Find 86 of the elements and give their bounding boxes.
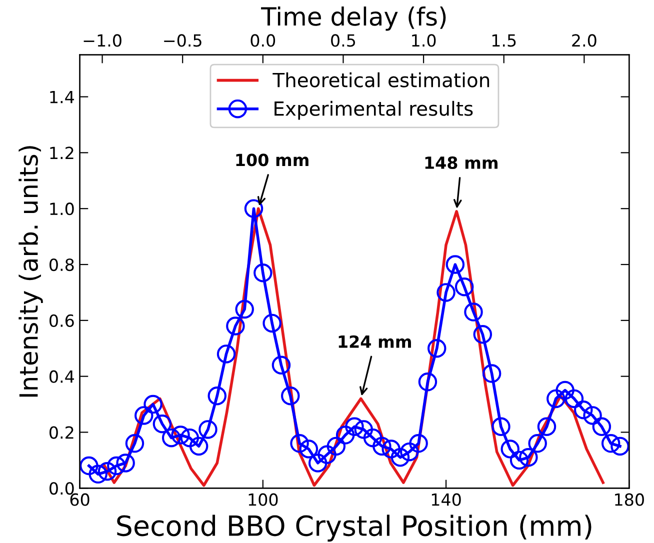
annotation: 124 mm (338, 335, 411, 348)
y-tick-label: 1.2 (50, 146, 74, 160)
point (537, 417, 556, 436)
point (528, 434, 547, 453)
point (235, 300, 254, 319)
point (556, 380, 574, 400)
x-axis-title: Second BBO Crystal Position (mm) (117, 514, 592, 542)
y-tick-label: 0.2 (50, 426, 74, 439)
x2-tick-label: 0.0 (250, 34, 276, 47)
point (492, 417, 510, 436)
point (583, 406, 602, 425)
x2-tick-label: −0.5 (164, 34, 202, 47)
point (354, 420, 373, 439)
x2-tick-label: 1.0 (412, 34, 436, 47)
x2-axis-title: Time delay (fs) (261, 6, 446, 31)
point (464, 302, 483, 322)
point (290, 434, 309, 453)
point (473, 325, 492, 344)
y-tick-label: 1.0 (50, 202, 74, 216)
point (564, 389, 584, 408)
point (363, 428, 382, 448)
x-tick-label: 100 (248, 493, 278, 506)
annotation: 100 mm (236, 154, 308, 166)
point (345, 417, 364, 436)
y-tick-label: 0.6 (50, 314, 74, 327)
point (418, 372, 438, 392)
point (336, 426, 355, 444)
point (208, 386, 227, 406)
point (454, 277, 474, 296)
point (446, 255, 465, 274)
point (189, 436, 208, 456)
point (318, 445, 336, 464)
point (88, 464, 108, 484)
point (125, 434, 144, 453)
point (372, 436, 392, 456)
point (592, 417, 612, 436)
y-tick-label: 1.4 (50, 90, 74, 104)
point (427, 339, 446, 358)
point (308, 454, 328, 472)
point (262, 314, 282, 333)
annotation: 148 mm (425, 156, 498, 170)
y-axis-title: Intensity (arb. units) (18, 146, 43, 397)
point (226, 316, 245, 336)
point (400, 442, 419, 462)
point (500, 440, 520, 458)
point (281, 386, 300, 406)
point (198, 420, 218, 439)
point (180, 428, 200, 448)
x2-tick-label: 1.5 (492, 34, 516, 47)
y-tick-label: 0.0 (50, 482, 74, 495)
x-tick-label: 180 (615, 493, 644, 506)
point (272, 356, 291, 375)
point (436, 283, 456, 302)
point (326, 436, 346, 456)
point (171, 426, 190, 444)
point (601, 434, 620, 453)
point (546, 389, 566, 408)
y-tick-label: 0.8 (50, 258, 74, 272)
point (254, 264, 272, 282)
point (152, 414, 172, 434)
x2-tick-label: 2.0 (572, 34, 596, 47)
x-tick-label: 60 (70, 493, 90, 506)
point (134, 406, 154, 425)
point (482, 364, 502, 383)
point (519, 448, 538, 467)
point (244, 199, 264, 218)
x-tick-label: 140 (432, 493, 461, 506)
point (510, 450, 529, 470)
point (144, 394, 162, 414)
point (162, 428, 181, 448)
x2-tick-label: −1.0 (84, 34, 122, 47)
legend-label: Theoretical estimation (272, 72, 490, 88)
legend-label: Experimental results (274, 100, 473, 120)
point (98, 462, 117, 481)
point (409, 434, 428, 453)
point (107, 456, 126, 476)
point (382, 440, 400, 458)
point (574, 400, 593, 420)
point (216, 344, 236, 364)
point (80, 456, 98, 476)
y-tick-label: 0.4 (50, 370, 74, 383)
point (610, 436, 630, 456)
point (116, 454, 135, 472)
point (299, 440, 318, 458)
point (390, 448, 410, 467)
x2-tick-label: 0.5 (331, 34, 356, 47)
